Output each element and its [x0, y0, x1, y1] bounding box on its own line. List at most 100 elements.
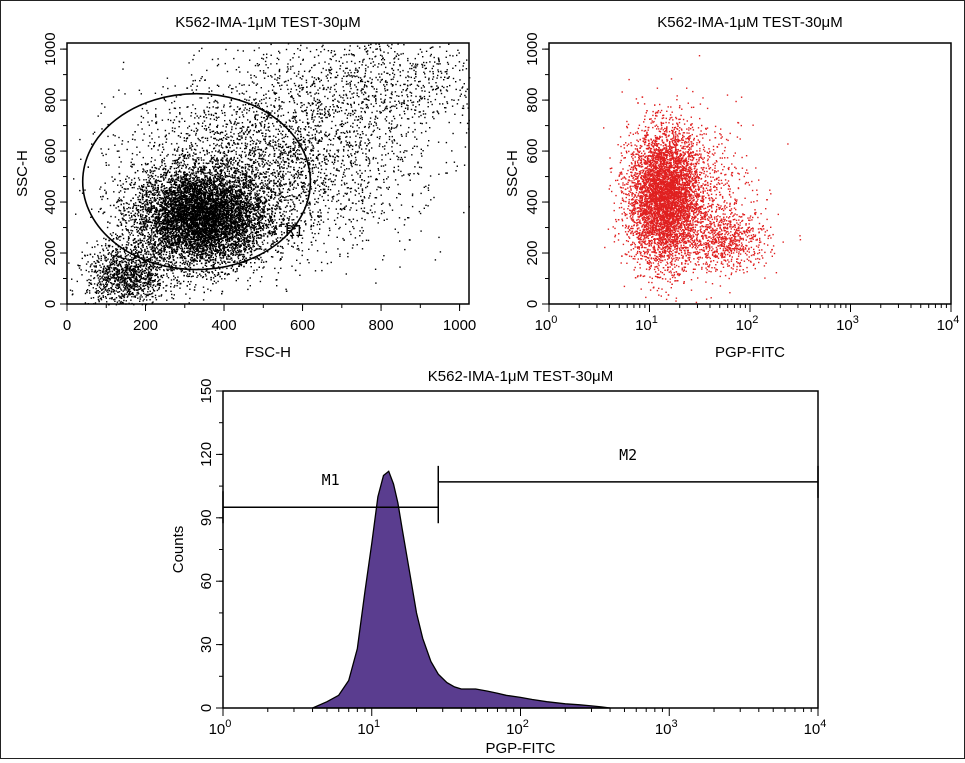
- data-point: [212, 264, 215, 266]
- data-point: [254, 161, 257, 164]
- data-point: [243, 257, 245, 259]
- data-point: [237, 238, 239, 240]
- data-point: [196, 202, 198, 205]
- data-point: [203, 220, 205, 223]
- data-point: [215, 192, 217, 194]
- data-point: [263, 208, 265, 210]
- data-point: [134, 204, 137, 207]
- data-point: [201, 211, 204, 214]
- data-point: [189, 262, 191, 264]
- data-point: [188, 199, 191, 201]
- data-point: [244, 197, 247, 199]
- data-point: [211, 183, 213, 185]
- data-point: [187, 216, 189, 218]
- data-point: [199, 230, 201, 232]
- data-point: [190, 205, 192, 208]
- data-point: [262, 182, 264, 184]
- data-point: [133, 183, 135, 186]
- data-point: [253, 173, 256, 176]
- data-point: [197, 197, 199, 199]
- data-point: [175, 223, 177, 225]
- data-point: [214, 262, 216, 264]
- data-point: [218, 187, 221, 189]
- data-point: [267, 223, 269, 226]
- data-point: [177, 171, 180, 173]
- data-point: [120, 213, 123, 216]
- data-point: [160, 244, 163, 247]
- data-point: [187, 251, 189, 254]
- data-point: [235, 250, 237, 252]
- data-point: [198, 245, 200, 247]
- data-point: [220, 253, 222, 255]
- data-point: [213, 274, 216, 276]
- data-point: [230, 257, 232, 259]
- data-point: [209, 254, 211, 256]
- data-point: [187, 250, 189, 252]
- data-point: [176, 228, 178, 230]
- data-point: [208, 190, 211, 192]
- data-point: [201, 186, 203, 188]
- data-point: [231, 191, 234, 193]
- data-point: [213, 280, 216, 282]
- data-point: [219, 248, 221, 250]
- data-point: [261, 208, 263, 210]
- data-point: [159, 229, 161, 231]
- data-point: [206, 212, 208, 214]
- data-point: [193, 260, 195, 262]
- data-point: [165, 199, 167, 201]
- data-point: [231, 265, 234, 268]
- data-point: [250, 251, 253, 253]
- data-point: [232, 232, 235, 234]
- data-point: [249, 254, 252, 256]
- data-point: [201, 245, 203, 247]
- data-point: [169, 253, 171, 255]
- data-point: [205, 253, 207, 255]
- data-point: [214, 226, 216, 229]
- data-point: [202, 271, 205, 273]
- data-point: [180, 233, 182, 236]
- data-point: [180, 197, 182, 199]
- data-point: [274, 208, 276, 210]
- data-point: [180, 175, 182, 177]
- data-point: [195, 205, 197, 208]
- data-point: [216, 179, 218, 181]
- data-point: [250, 232, 252, 235]
- data-point: [225, 223, 227, 226]
- data-point: [230, 217, 233, 219]
- data-point: [175, 159, 177, 162]
- data-point: [222, 208, 224, 210]
- data-point: [179, 191, 181, 193]
- data-point: [211, 259, 213, 261]
- data-point: [165, 260, 168, 262]
- data-point: [132, 234, 134, 236]
- data-point: [185, 293, 187, 295]
- data-point: [235, 221, 238, 223]
- data-point: [215, 223, 218, 226]
- data-point: [189, 167, 191, 169]
- data-point: [199, 257, 201, 259]
- data-point: [170, 194, 172, 196]
- data-point: [167, 193, 169, 195]
- data-point: [214, 198, 216, 201]
- data-point: [179, 254, 181, 257]
- data-point: [200, 187, 203, 190]
- data-point: [197, 163, 200, 165]
- data-point: [219, 192, 222, 194]
- data-point: [249, 245, 251, 247]
- data-point: [168, 194, 171, 196]
- data-point: [186, 238, 189, 241]
- data-point: [243, 254, 245, 256]
- data-point: [278, 225, 281, 227]
- data-point: [184, 252, 186, 254]
- data-point: [175, 248, 178, 250]
- data-point: [250, 191, 253, 193]
- data-point: [234, 248, 236, 250]
- data-point: [233, 247, 235, 249]
- data-point: [248, 219, 251, 221]
- data-point: [172, 256, 174, 259]
- data-point: [253, 179, 256, 181]
- data-point: [162, 177, 165, 179]
- data-point: [257, 218, 259, 220]
- data-point: [252, 216, 254, 218]
- data-point: [226, 215, 228, 218]
